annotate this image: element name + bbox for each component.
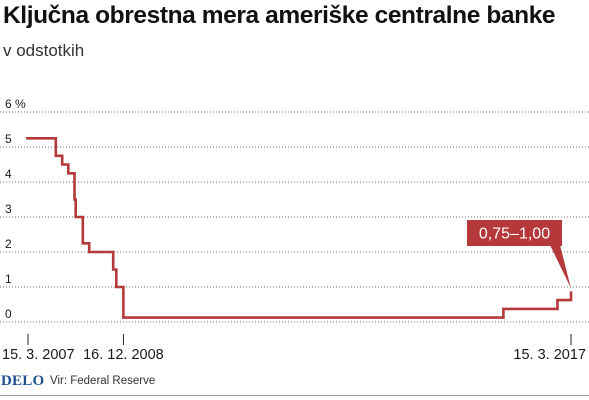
y-tick-label: 6 % — [5, 97, 26, 111]
y-tick-label: 4 — [5, 167, 12, 181]
y-tick-label: 5 — [5, 132, 12, 146]
brand-logo: DELO — [1, 373, 45, 389]
callout-pointer — [550, 245, 571, 289]
callout-box — [467, 220, 562, 246]
x-tick-label: 15. 3. 2007 — [2, 347, 75, 363]
y-tick-label: 0 — [5, 307, 12, 321]
callout-label: 0,75–1,00 — [479, 226, 550, 243]
x-tick-label: 15. 3. 2017 — [513, 347, 586, 363]
x-tick-label: 16. 12. 2008 — [83, 347, 164, 363]
source-note: Vir: Federal Reserve — [50, 375, 156, 387]
chart-subtitle: v odstotkih — [3, 41, 85, 60]
line-chart: 0 1 2 3 4 5 6 % 15. 3. 2007 16. 12. 2008 15. 3. 2… — [0, 97, 589, 363]
y-tick-label: 1 — [5, 272, 12, 286]
rate-series-line — [26, 137, 573, 319]
bottom-rule — [0, 395, 589, 396]
y-tick-label: 2 — [5, 237, 12, 251]
y-tick-label: 3 — [5, 202, 12, 216]
chart-title: Ključna obrestna mera ameriške centralne… — [3, 2, 556, 29]
